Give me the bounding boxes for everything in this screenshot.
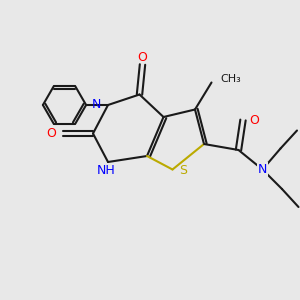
Text: N: N — [92, 98, 101, 112]
Text: O: O — [46, 127, 56, 140]
Text: CH₃: CH₃ — [220, 74, 241, 84]
Text: O: O — [250, 113, 260, 127]
Text: N: N — [258, 163, 267, 176]
Text: O: O — [138, 51, 147, 64]
Text: S: S — [179, 164, 187, 178]
Text: NH: NH — [97, 164, 116, 177]
